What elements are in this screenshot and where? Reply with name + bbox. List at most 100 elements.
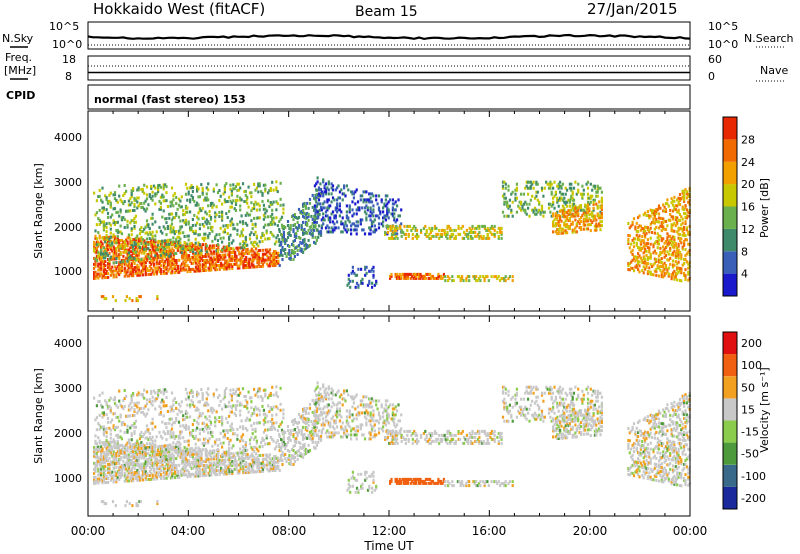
data-cell	[214, 266, 217, 270]
data-cell	[108, 237, 111, 241]
data-cell	[584, 217, 587, 221]
data-cell	[199, 265, 202, 269]
data-cell	[93, 481, 96, 485]
data-cell	[390, 232, 394, 236]
data-cell	[175, 468, 178, 471]
data-cell	[314, 241, 317, 245]
data-cell	[574, 208, 577, 212]
data-cell	[94, 260, 97, 264]
data-cell	[97, 456, 100, 460]
data-cell	[538, 208, 541, 212]
data-cell	[151, 268, 154, 272]
data-cell	[133, 202, 136, 206]
colorbar-tick-label: 4	[741, 268, 748, 281]
data-cell	[161, 254, 164, 257]
data-cell	[627, 264, 630, 267]
data-cell	[102, 222, 105, 226]
data-cell	[385, 224, 388, 228]
data-cell	[196, 215, 199, 219]
data-cell	[306, 231, 309, 235]
data-cell	[489, 230, 492, 234]
data-cell	[207, 226, 210, 230]
data-cell	[586, 227, 590, 231]
data-cell	[123, 274, 126, 278]
data-cell	[315, 192, 318, 196]
data-cell	[126, 274, 129, 278]
data-cell	[651, 221, 654, 224]
data-cell	[256, 251, 259, 255]
data-cell	[169, 468, 172, 472]
data-cell	[217, 260, 220, 263]
data-cell	[144, 209, 147, 213]
data-cell	[123, 467, 126, 471]
data-cell	[666, 258, 669, 262]
data-cell	[187, 246, 190, 250]
data-cell	[557, 222, 560, 225]
data-cell	[277, 458, 280, 462]
data-cell	[189, 210, 192, 214]
data-cell	[230, 189, 233, 193]
data-cell	[172, 204, 175, 208]
data-cell	[330, 186, 333, 190]
data-cell	[194, 472, 198, 476]
data-cell	[561, 231, 564, 235]
data-cell	[677, 266, 680, 270]
data-cell	[230, 205, 233, 209]
data-cell	[252, 255, 255, 259]
data-cell	[563, 196, 566, 200]
data-cell	[282, 235, 285, 238]
data-cell	[174, 267, 177, 271]
data-cell	[98, 268, 101, 272]
data-cell	[197, 247, 200, 251]
data-cell	[139, 273, 142, 277]
data-cell	[140, 261, 143, 265]
data-cell	[157, 244, 160, 248]
data-cell	[210, 467, 213, 471]
data-cell	[397, 276, 400, 280]
data-cell	[215, 264, 218, 268]
data-cell	[588, 196, 591, 200]
data-cell	[463, 230, 466, 234]
data-cell	[266, 453, 269, 457]
data-cell	[208, 248, 212, 252]
data-cell	[281, 238, 284, 241]
data-cell	[125, 270, 128, 274]
data-cell	[224, 253, 227, 257]
data-cell	[222, 472, 225, 476]
data-cell	[359, 218, 362, 222]
data-cell	[118, 452, 121, 456]
data-cell	[93, 454, 96, 458]
data-cell	[120, 262, 124, 266]
data-cell	[586, 205, 590, 209]
data-cell	[225, 472, 228, 476]
data-cell	[673, 243, 676, 247]
data-cell	[504, 275, 507, 279]
data-cell	[215, 183, 218, 187]
data-cell	[157, 473, 160, 477]
data-cell	[267, 223, 270, 227]
data-cell	[147, 243, 150, 247]
data-cell	[648, 266, 651, 270]
data-cell	[221, 253, 224, 257]
data-cell	[222, 263, 225, 267]
power-ytick-label: 1000	[54, 265, 82, 278]
data-cell	[120, 471, 124, 475]
data-cell	[304, 222, 307, 226]
data-cell	[261, 461, 265, 465]
data-cell	[234, 455, 237, 459]
data-cell	[461, 277, 464, 281]
data-cell	[94, 262, 97, 266]
colorbar-tick-label: 12	[741, 223, 755, 236]
data-cell	[155, 258, 158, 262]
data-cell	[250, 466, 253, 470]
data-cell	[581, 194, 584, 198]
data-cell	[561, 209, 564, 213]
data-cell	[130, 241, 133, 245]
data-cell	[136, 253, 139, 257]
data-cell	[327, 188, 330, 192]
data-cell	[134, 250, 137, 254]
data-cell	[638, 238, 641, 242]
data-cell	[634, 265, 637, 269]
data-cell	[350, 224, 353, 228]
data-cell	[253, 244, 256, 248]
